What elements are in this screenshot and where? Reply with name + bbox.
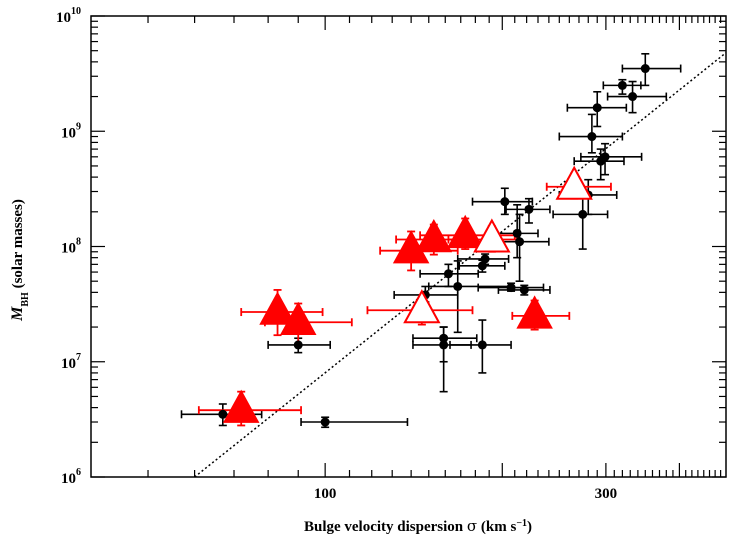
data-point-triangle-open (555, 165, 593, 200)
y-tick-label: 107 (61, 352, 81, 372)
data-point-circle (320, 417, 330, 427)
error-bar (580, 142, 643, 176)
data-point-triangle-open (473, 218, 511, 253)
data-point-circle (600, 152, 610, 162)
error-bar (300, 416, 409, 429)
x-tick-label: 100 (314, 486, 337, 502)
data-point-circle (480, 254, 490, 264)
data-point-circle (519, 285, 529, 295)
y-tick-label: 106 (61, 467, 81, 487)
fit-line (194, 52, 727, 478)
data-point-circle (443, 269, 453, 279)
data-point-triangle-filled (259, 291, 296, 325)
data-point-circle (439, 333, 449, 343)
data-point-circle (439, 340, 449, 350)
data-point-triangle-open (403, 289, 441, 324)
data-point-circle (587, 132, 597, 142)
data-point-circle (512, 228, 522, 238)
data-point-circle (617, 80, 627, 90)
data-point-circle (218, 409, 228, 419)
axis-ticks (91, 15, 726, 478)
data-point-circle (477, 340, 487, 350)
y-tick-label: 109 (61, 121, 81, 141)
data-point-circle (453, 281, 463, 291)
data-point-circle (500, 197, 510, 207)
data-point-circle (592, 103, 602, 113)
data-point-circle (477, 261, 487, 271)
error-bar (552, 190, 609, 250)
tick-labels: 100 300 106 107 108 109 1010 (56, 6, 617, 502)
data-point-circle (640, 64, 650, 74)
fit-line-layer (194, 52, 727, 478)
marker-layer (218, 64, 650, 427)
y-axis-label: MBH (solar masses) (9, 199, 31, 322)
data-point-circle (524, 204, 534, 214)
y-tick-label: 1010 (56, 6, 81, 26)
x-tick-label: 300 (595, 486, 618, 502)
y-tick-label: 108 (61, 237, 81, 257)
data-point-triangle-filled (279, 301, 317, 336)
data-point-circle (578, 209, 588, 219)
data-point-circle (293, 340, 303, 350)
data-point-circle (506, 283, 516, 293)
error-bar (427, 260, 510, 334)
data-point-triangle-filled (516, 295, 553, 329)
data-point-triangle-filled (446, 214, 484, 249)
data-point-triangle-filled (415, 218, 453, 253)
x-axis-label: Bulge velocity dispersion σ (km s−1) (304, 517, 532, 535)
error-bar (621, 52, 682, 87)
data-point-circle (515, 237, 525, 247)
data-point-triangle-filled (222, 389, 260, 423)
data-point-circle (628, 92, 638, 102)
